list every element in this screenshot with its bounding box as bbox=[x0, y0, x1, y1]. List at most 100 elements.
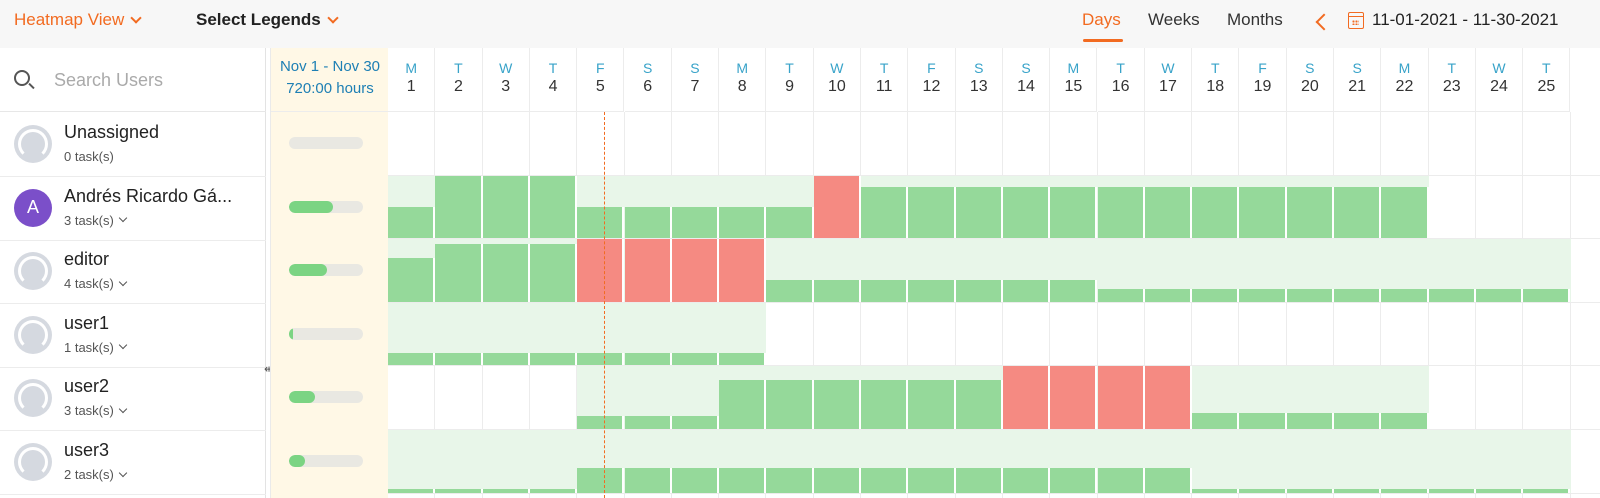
heatmap-cell-overload[interactable] bbox=[1050, 366, 1098, 429]
heatmap-cell[interactable] bbox=[1002, 186, 1051, 239]
heatmap-cell[interactable] bbox=[1286, 289, 1334, 302]
heatmap-cell[interactable] bbox=[1097, 289, 1145, 302]
heatmap-cell[interactable] bbox=[435, 244, 483, 302]
tab-days[interactable]: Days bbox=[1082, 10, 1121, 29]
heatmap-cell[interactable] bbox=[1097, 467, 1145, 493]
heatmap-cell[interactable] bbox=[671, 352, 720, 366]
heatmap-cell[interactable] bbox=[671, 206, 720, 239]
heatmap-cell[interactable] bbox=[1192, 186, 1240, 239]
heatmap-cell-overload[interactable] bbox=[1002, 366, 1051, 429]
heatmap-cell[interactable] bbox=[1334, 489, 1382, 493]
heatmap-cell[interactable] bbox=[1381, 186, 1429, 239]
heatmap-cell[interactable] bbox=[671, 467, 720, 493]
chevron-down-icon[interactable] bbox=[118, 341, 128, 350]
heatmap-cell[interactable] bbox=[861, 380, 909, 429]
heatmap-cell[interactable] bbox=[955, 380, 1003, 429]
heatmap-cell[interactable] bbox=[577, 467, 625, 493]
heatmap-cell[interactable] bbox=[1050, 279, 1098, 302]
heatmap-cell[interactable] bbox=[1334, 413, 1382, 429]
heatmap-cell[interactable] bbox=[1381, 489, 1429, 493]
chevron-down-icon[interactable] bbox=[118, 213, 128, 223]
heatmap-cell[interactable] bbox=[1381, 413, 1429, 429]
heatmap-cell[interactable] bbox=[388, 206, 436, 239]
heatmap-cell[interactable] bbox=[813, 467, 861, 493]
heatmap-cell[interactable] bbox=[529, 489, 578, 493]
search-input[interactable] bbox=[54, 66, 254, 94]
heatmap-cell[interactable] bbox=[1144, 467, 1193, 493]
resize-handle-icon[interactable]: ⇹ bbox=[264, 362, 274, 378]
heatmap-cell[interactable] bbox=[813, 279, 861, 302]
heatmap-cell[interactable] bbox=[908, 380, 956, 429]
heatmap-cell[interactable] bbox=[529, 244, 578, 302]
heatmap-cell[interactable] bbox=[766, 279, 814, 302]
heatmap-cell[interactable] bbox=[388, 257, 436, 302]
heatmap-cell[interactable] bbox=[1144, 289, 1193, 302]
heatmap-cell[interactable] bbox=[861, 186, 909, 239]
heatmap-cell[interactable] bbox=[1428, 489, 1476, 493]
heatmap-cell[interactable] bbox=[766, 206, 814, 239]
heatmap-cell[interactable] bbox=[1286, 489, 1334, 493]
heatmap-cell[interactable] bbox=[719, 380, 767, 429]
tab-weeks[interactable]: Weeks bbox=[1148, 10, 1200, 29]
heatmap-cell-overload[interactable] bbox=[577, 239, 625, 302]
heatmap-cell[interactable] bbox=[624, 416, 672, 429]
heatmap-cell[interactable] bbox=[1334, 289, 1382, 302]
heatmap-cell[interactable] bbox=[719, 467, 767, 493]
heatmap-cell-overload[interactable] bbox=[719, 239, 767, 302]
user-row[interactable]: A Andrés Ricardo Gá... 3 task(s) bbox=[0, 176, 266, 241]
heatmap-cell[interactable] bbox=[1050, 186, 1098, 239]
heatmap-cell[interactable] bbox=[482, 489, 530, 493]
heatmap-cell[interactable] bbox=[1144, 186, 1193, 239]
chevron-left-icon[interactable] bbox=[1315, 13, 1333, 31]
heatmap-cell[interactable] bbox=[955, 467, 1003, 493]
heatmap-cell[interactable] bbox=[813, 380, 861, 429]
heatmap-cell[interactable] bbox=[1523, 289, 1571, 302]
heatmap-cell[interactable] bbox=[861, 467, 909, 493]
user-row[interactable]: user1 1 task(s) bbox=[0, 303, 266, 368]
heatmap-cell[interactable] bbox=[861, 279, 909, 302]
heatmap-cell[interactable] bbox=[1239, 489, 1287, 493]
select-legends-dropdown[interactable]: Select Legends bbox=[196, 10, 339, 30]
heatmap-cell[interactable] bbox=[435, 489, 483, 493]
heatmap-cell[interactable] bbox=[529, 352, 578, 366]
heatmap-cell[interactable] bbox=[955, 279, 1003, 302]
heatmap-cell-overload[interactable] bbox=[624, 239, 672, 302]
heatmap-cell[interactable] bbox=[388, 489, 436, 493]
calendar-icon[interactable] bbox=[1348, 12, 1364, 29]
user-task-count[interactable]: 2 task(s) bbox=[64, 467, 128, 482]
date-range-picker[interactable]: 11-01-2021 - 11-30-2021 bbox=[1372, 10, 1559, 29]
heatmap-cell[interactable] bbox=[1192, 289, 1240, 302]
user-row[interactable]: editor 4 task(s) bbox=[0, 239, 266, 305]
heatmap-cell[interactable] bbox=[1097, 186, 1145, 239]
heatmap-cell[interactable] bbox=[577, 206, 625, 239]
heatmap-cell[interactable] bbox=[1475, 489, 1524, 493]
heatmap-cell[interactable] bbox=[1002, 467, 1051, 493]
heatmap-cell[interactable] bbox=[388, 352, 436, 366]
heatmap-cell-overload[interactable] bbox=[813, 175, 861, 239]
heatmap-cell-overload[interactable] bbox=[1144, 366, 1193, 429]
heatmap-cell[interactable] bbox=[482, 244, 530, 302]
heatmap-cell-overload[interactable] bbox=[1097, 366, 1145, 429]
chevron-down-icon[interactable] bbox=[118, 404, 128, 414]
heatmap-cell[interactable] bbox=[1002, 279, 1051, 302]
heatmap-cell[interactable] bbox=[624, 352, 672, 366]
heatmap-cell[interactable] bbox=[624, 467, 672, 493]
chevron-down-icon[interactable] bbox=[118, 277, 128, 286]
heatmap-cell[interactable] bbox=[908, 186, 956, 239]
heatmap-cell[interactable] bbox=[1286, 413, 1334, 429]
heatmap-cell[interactable] bbox=[1192, 413, 1240, 429]
heatmap-cell[interactable] bbox=[671, 416, 720, 429]
heatmap-cell[interactable] bbox=[908, 279, 956, 302]
heatmap-cell[interactable] bbox=[482, 175, 530, 239]
heatmap-cell[interactable] bbox=[1239, 289, 1287, 302]
heatmap-cell[interactable] bbox=[1239, 186, 1287, 239]
tab-months[interactable]: Months bbox=[1227, 10, 1283, 29]
heatmap-cell[interactable] bbox=[766, 467, 814, 493]
heatmap-cell[interactable] bbox=[529, 175, 578, 239]
heatmap-cell[interactable] bbox=[1192, 489, 1240, 493]
user-task-count[interactable]: 1 task(s) bbox=[64, 340, 128, 355]
heatmap-cell[interactable] bbox=[1475, 289, 1524, 302]
heatmap-cell[interactable] bbox=[766, 380, 814, 429]
user-row[interactable]: user2 3 task(s) bbox=[0, 366, 266, 432]
heatmap-cell[interactable] bbox=[955, 186, 1003, 239]
